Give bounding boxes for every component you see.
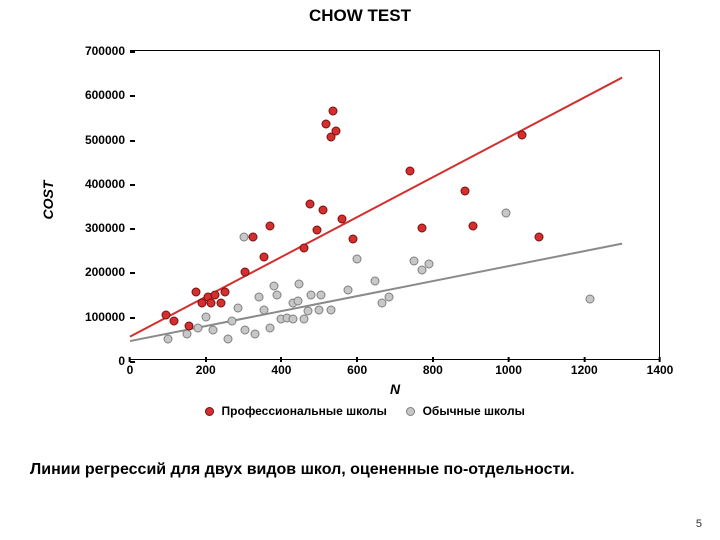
- data-point: [272, 290, 281, 299]
- data-point: [349, 235, 358, 244]
- data-point: [182, 330, 191, 339]
- data-point: [468, 221, 477, 230]
- data-point: [228, 317, 237, 326]
- legend-item-prof: Профессиональные школы: [205, 404, 387, 418]
- data-point: [303, 307, 312, 316]
- data-point: [501, 208, 510, 217]
- legend-marker-prof: [205, 407, 214, 416]
- data-point: [353, 255, 362, 264]
- data-point: [306, 290, 315, 299]
- x-tick: 800: [423, 363, 443, 377]
- x-axis-label: N: [130, 381, 660, 397]
- data-point: [260, 306, 269, 315]
- data-point: [163, 334, 172, 343]
- y-tick: 400000: [70, 177, 125, 191]
- y-tick: 500000: [70, 133, 125, 147]
- data-point: [209, 326, 218, 335]
- data-point: [211, 290, 220, 299]
- y-tick: 200000: [70, 265, 125, 279]
- data-point: [585, 295, 594, 304]
- data-point: [313, 226, 322, 235]
- legend-label-prof: Профессиональные школы: [222, 404, 387, 418]
- x-tick: 200: [196, 363, 216, 377]
- data-point: [425, 259, 434, 268]
- x-tick: 600: [347, 363, 367, 377]
- data-point: [317, 290, 326, 299]
- legend-marker-ord: [406, 407, 415, 416]
- y-axis-label: COST: [40, 181, 56, 220]
- data-point: [295, 279, 304, 288]
- chart: COST N 010000020000030000040000050000060…: [60, 50, 670, 420]
- data-point: [241, 326, 250, 335]
- data-point: [294, 297, 303, 306]
- data-point: [260, 252, 269, 261]
- data-point: [241, 268, 250, 277]
- data-point: [201, 312, 210, 321]
- data-point: [406, 166, 415, 175]
- data-point: [288, 314, 297, 323]
- data-point: [409, 257, 418, 266]
- data-point: [207, 299, 216, 308]
- data-point: [385, 292, 394, 301]
- data-point: [184, 321, 193, 330]
- chart-title: CHOW TEST: [0, 6, 720, 26]
- legend-item-ord: Обычные школы: [406, 404, 525, 418]
- data-point: [319, 206, 328, 215]
- data-point: [461, 186, 470, 195]
- data-point: [266, 323, 275, 332]
- data-point: [343, 286, 352, 295]
- data-point: [254, 292, 263, 301]
- y-tick: 0: [70, 354, 125, 368]
- data-point: [315, 306, 324, 315]
- caption: Линии регрессий для двух видов школ, оце…: [30, 460, 690, 480]
- x-tick: 1000: [495, 363, 522, 377]
- data-point: [266, 221, 275, 230]
- x-tick: 0: [127, 363, 134, 377]
- y-tick: 100000: [70, 310, 125, 324]
- data-point: [194, 323, 203, 332]
- data-point: [338, 215, 347, 224]
- data-point: [332, 126, 341, 135]
- data-point: [224, 334, 233, 343]
- legend: Профессиональные школы Обычные школы: [60, 404, 670, 418]
- x-tick: 400: [271, 363, 291, 377]
- legend-label-ord: Обычные школы: [423, 404, 525, 418]
- page-number: 5: [696, 518, 702, 530]
- y-tick: 600000: [70, 88, 125, 102]
- y-tick: 700000: [70, 44, 125, 58]
- data-point: [239, 233, 248, 242]
- data-point: [192, 288, 201, 297]
- data-point: [377, 299, 386, 308]
- data-point: [534, 233, 543, 242]
- data-point: [300, 244, 309, 253]
- y-tick: 300000: [70, 221, 125, 235]
- x-tick: 1400: [647, 363, 674, 377]
- data-point: [169, 317, 178, 326]
- data-point: [322, 120, 331, 129]
- data-point: [328, 106, 337, 115]
- data-point: [269, 281, 278, 290]
- plot-area: N 01000002000003000004000005000006000007…: [130, 50, 660, 360]
- data-point: [517, 131, 526, 140]
- data-point: [220, 288, 229, 297]
- data-point: [326, 306, 335, 315]
- data-point: [417, 224, 426, 233]
- data-point: [233, 303, 242, 312]
- data-point: [371, 277, 380, 286]
- data-point: [249, 233, 258, 242]
- data-point: [417, 266, 426, 275]
- page: CHOW TEST COST N 01000002000003000004000…: [0, 0, 720, 540]
- data-point: [250, 330, 259, 339]
- data-point: [305, 199, 314, 208]
- x-tick: 1200: [571, 363, 598, 377]
- data-point: [216, 299, 225, 308]
